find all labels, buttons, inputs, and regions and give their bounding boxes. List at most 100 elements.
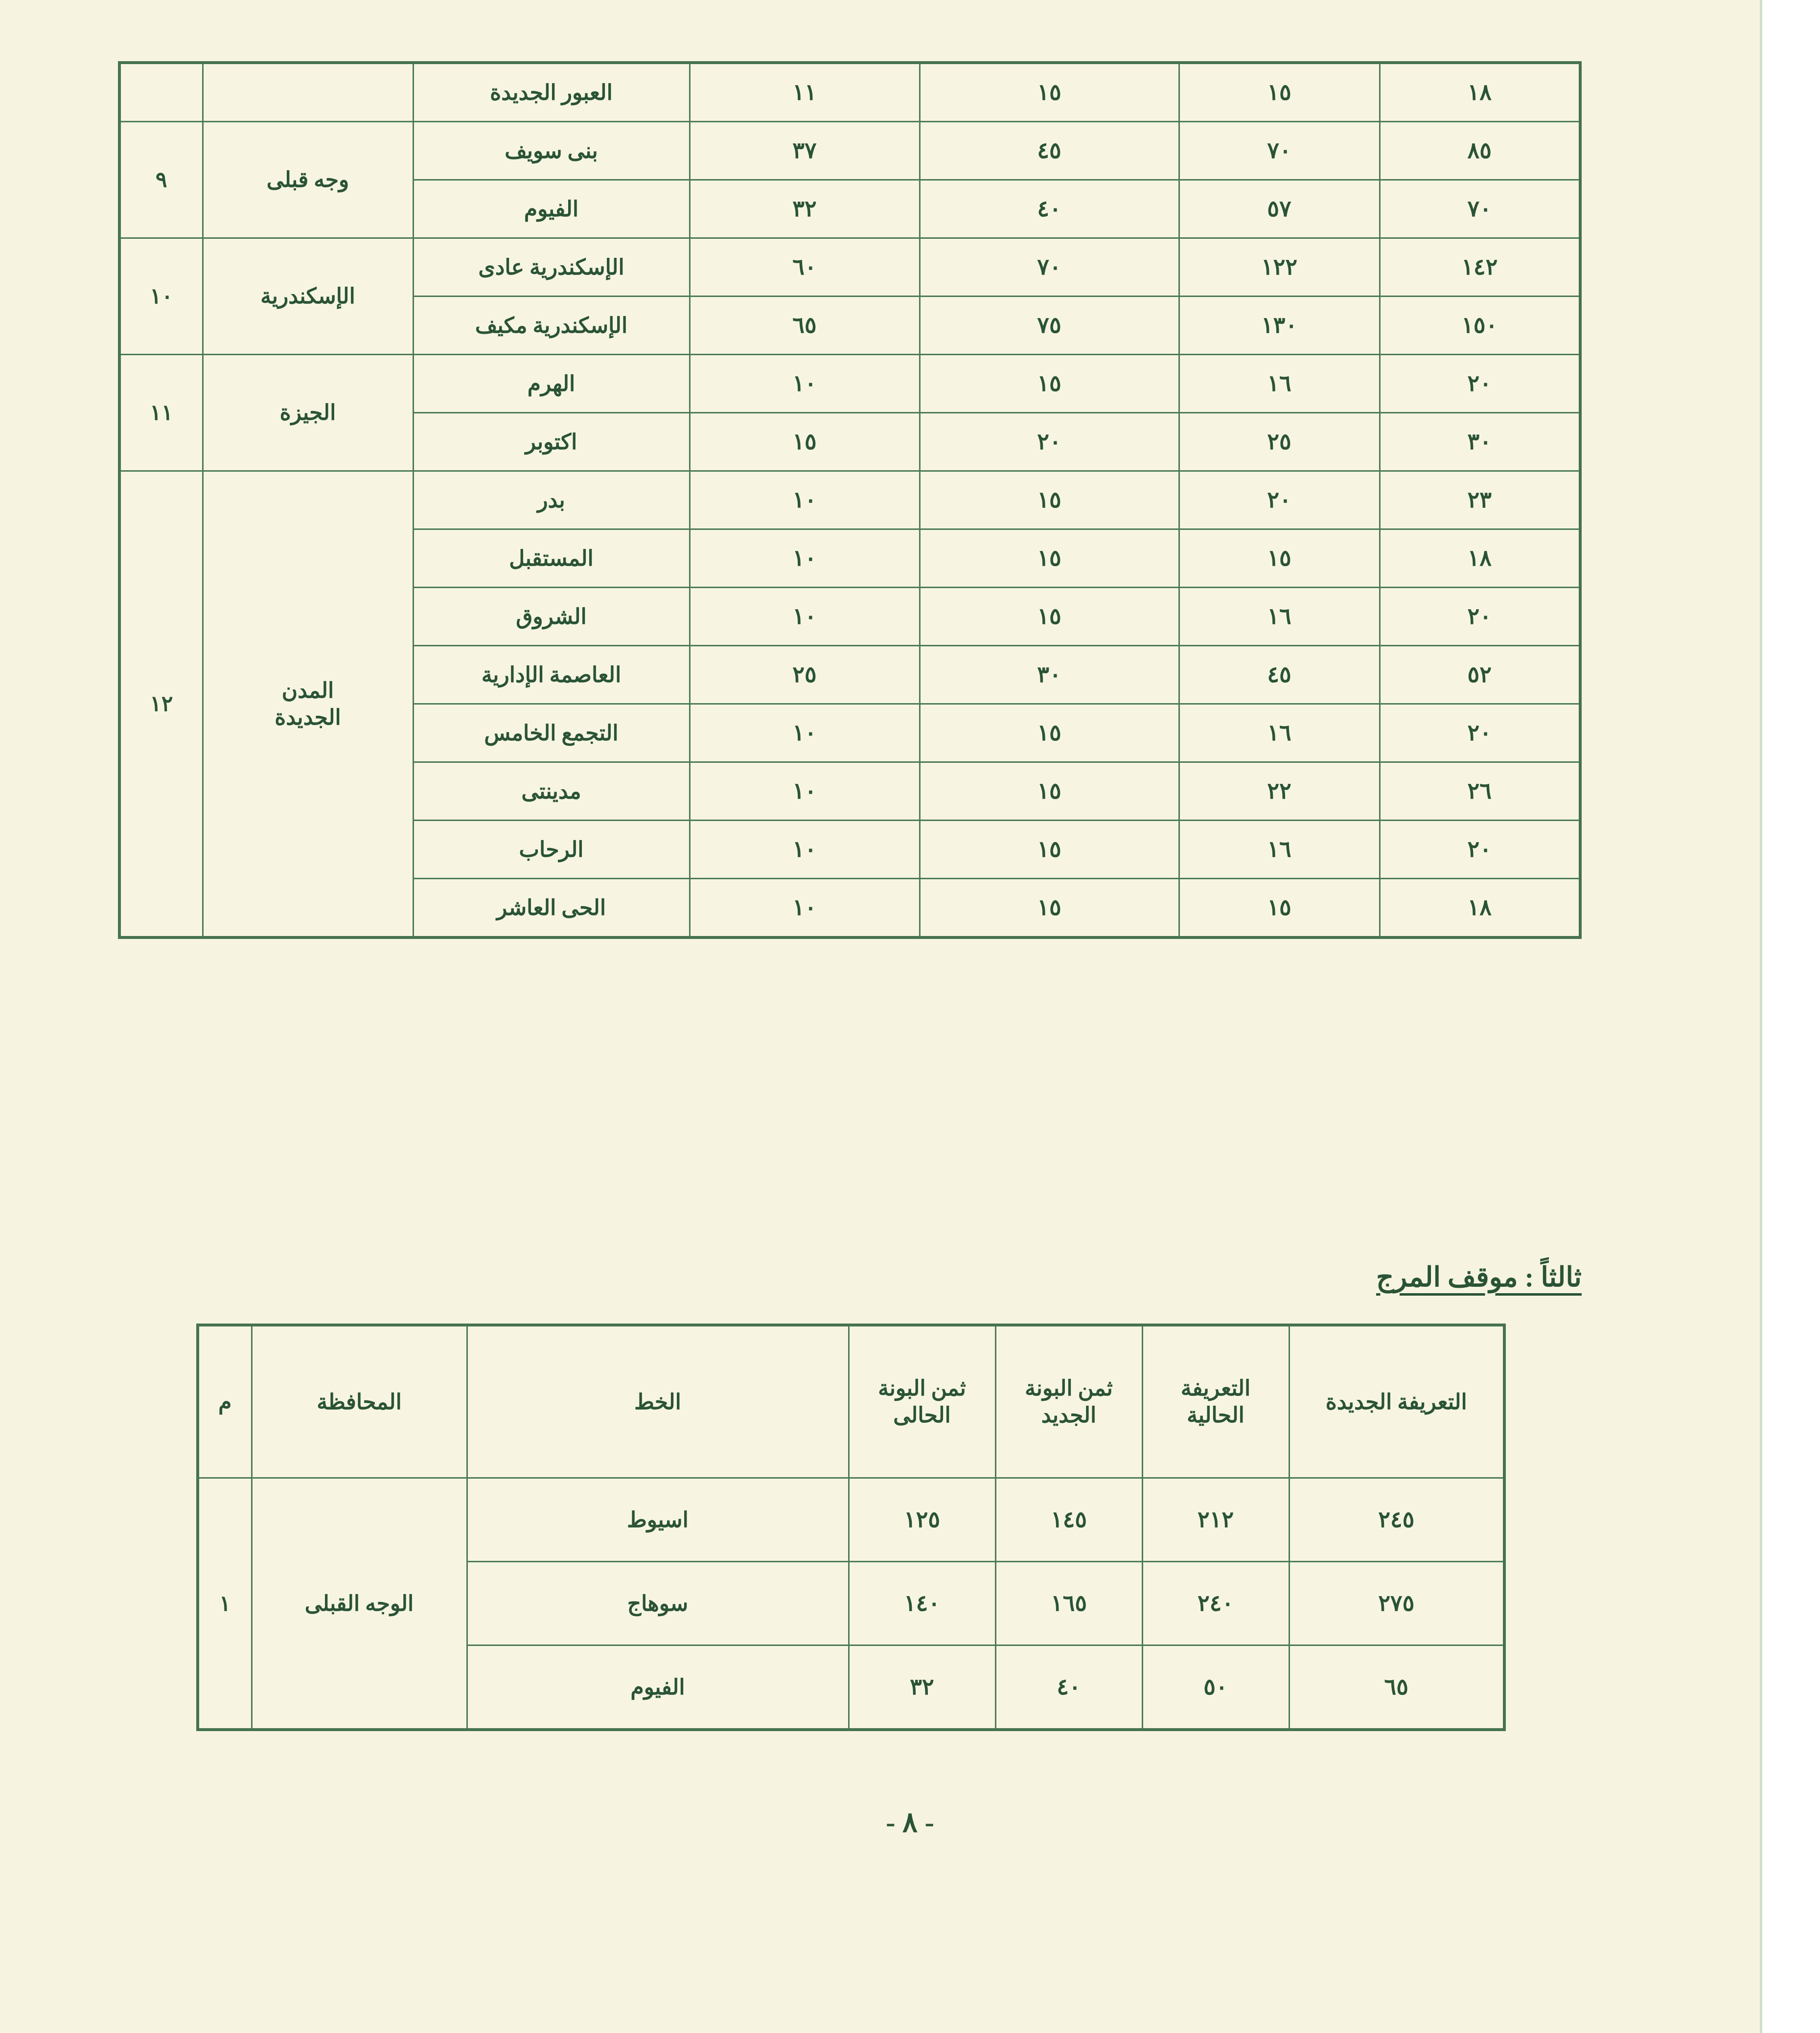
column-header: المحافظة — [251, 1324, 468, 1479]
cell-line-name: اكتوبر — [412, 412, 691, 472]
cell-tariff-current: ٢٢ — [1178, 761, 1381, 821]
table-row: ٣٠ ٢٥ ٢٠ ١٥ اكتوبر — [119, 412, 1581, 472]
cell-line-name: الإسكندرية مكيف — [412, 296, 691, 355]
cell-tariff-current: ١٦ — [1178, 703, 1381, 763]
cell-bona-new: ١٦٥ — [994, 1561, 1143, 1646]
column-header: التعريفة الحالية — [1141, 1324, 1290, 1479]
table-row: ١٨ ١٥ ١٥ ١١ العبور الجديدة — [118, 62, 1581, 122]
cell-bona-current: ١٢٥ — [848, 1477, 996, 1562]
cell-tariff-current: ٥٠ — [1141, 1645, 1290, 1731]
column-header: ثمن البونة الحالى — [848, 1324, 996, 1479]
cell-bona-new: ٧٥ — [919, 296, 1180, 355]
cell-row-index: ١٢ — [118, 470, 204, 938]
table-row: ٢٠ ١٦ ١٥ ١٠ التجمع الخامس — [119, 703, 1581, 763]
cell-bona-current: ٦٥ — [689, 296, 921, 355]
cell-tariff-current: ١٣٠ — [1178, 296, 1381, 355]
column-header: ثمن البونة الجديد — [994, 1324, 1143, 1479]
cell-line-name: الفيوم — [412, 179, 691, 239]
cell-tariff-new: ٢٠ — [1379, 587, 1581, 646]
cell-line-name: الحى العاشر — [412, 878, 691, 938]
table-row: ٢٤٥ ٢١٢ ١٤٥ ١٢٥ اسيوط الوجه القبلى ١ — [197, 1477, 1505, 1731]
cell-line-name: الفيوم — [466, 1645, 850, 1731]
cell-line-name: العبور الجديدة — [412, 62, 691, 122]
table-row: ٢٠ ١٦ ١٥ ١٠ الشروق — [119, 587, 1581, 646]
cell-tariff-current: ٢٤٠ — [1141, 1561, 1290, 1646]
cell-tariff-new: ٢٠ — [1379, 820, 1581, 879]
column-header: الخط — [466, 1324, 850, 1479]
cell-bona-current: ١٠ — [689, 587, 921, 646]
cell-line-name: بنى سويف — [412, 121, 691, 181]
cell-tariff-new: ٦٥ — [1288, 1645, 1505, 1731]
cell-bona-current: ١٠ — [689, 470, 921, 530]
cell-line-name: اسيوط — [466, 1477, 850, 1562]
cell-line-name: الرحاب — [412, 820, 691, 879]
cell-tariff-current: ٢٥ — [1178, 412, 1381, 472]
cell-tariff-new: ٢٠ — [1379, 354, 1581, 413]
cell-governorate: وجه قبلى — [202, 121, 414, 239]
marg-table: التعريفة الجديدة التعريفة الحالية ثمن البو… — [196, 1324, 1506, 1731]
cell-row-index: ١٠ — [118, 237, 204, 355]
scan-edge-margin — [1762, 0, 1820, 2033]
cell-bona-current: ١٠ — [689, 761, 921, 821]
governorates-table: ١٨ ١٥ ١٥ ١١ العبور الجديدة ٨٥ ٧٠ ٤٥ ٣٧ بنى سويف وج… — [118, 61, 1582, 939]
cell-governorate: الوجه القبلى — [251, 1477, 468, 1731]
cell-bona-new: ١٤٥ — [994, 1477, 1143, 1562]
cell-tariff-new: ١٨ — [1379, 62, 1581, 122]
cell-bona-current: ٣٧ — [689, 121, 921, 181]
cell-tariff-new: ٢٦ — [1379, 761, 1581, 821]
cell-bona-new: ١٥ — [919, 761, 1180, 821]
cell-governorate: الإسكندرية — [202, 237, 414, 355]
cell-bona-new: ١٥ — [919, 62, 1180, 122]
cell-bona-current: ١٠ — [689, 528, 921, 588]
table-row: ٨٥ ٧٠ ٤٥ ٣٧ بنى سويف وجه قبلى ٩ — [118, 121, 1581, 239]
cell-tariff-new: ١٨ — [1379, 528, 1581, 588]
cell-tariff-current: ١٦ — [1178, 820, 1381, 879]
cell-tariff-new: ١٤٢ — [1379, 237, 1581, 297]
cell-tariff-new: ٨٥ — [1379, 121, 1581, 181]
cell-row-index — [118, 62, 204, 122]
cell-tariff-new: ٢٧٥ — [1288, 1561, 1505, 1646]
cell-bona-current: ٦٠ — [689, 237, 921, 297]
column-header: م — [197, 1324, 253, 1479]
cell-bona-current: ٣٢ — [689, 179, 921, 239]
table-row: ٦٥ ٥٠ ٤٠ ٣٢ الفيوم — [198, 1645, 1505, 1731]
cell-bona-new: ٣٠ — [919, 645, 1180, 705]
table-row: ٢٠ ١٦ ١٥ ١٠ الرحاب — [119, 820, 1581, 879]
table-row: ٢٣ ٢٠ ١٥ ١٠ بدر المدن الجديدة ١٢ — [118, 470, 1581, 938]
cell-row-index: ٩ — [118, 121, 204, 239]
table-row: ١٤٢ ١٢٢ ٧٠ ٦٠ الإسكندرية عادى الإسكندرية ١٠ — [118, 237, 1581, 355]
cell-line-name: سوهاج — [466, 1561, 850, 1646]
cell-tariff-current: ٥٧ — [1178, 179, 1381, 239]
cell-line-name: المستقبل — [412, 528, 691, 588]
section-heading-marg: ثالثاً : موقف المرج — [1376, 1262, 1582, 1293]
cell-tariff-current: ٢١٢ — [1141, 1477, 1290, 1562]
cell-governorate: المدن الجديدة — [202, 470, 414, 938]
cell-bona-new: ١٥ — [919, 528, 1180, 588]
cell-tariff-current: ١٢٢ — [1178, 237, 1381, 297]
cell-bona-current: ١٠ — [689, 820, 921, 879]
cell-bona-current: ٢٥ — [689, 645, 921, 705]
cell-line-name: العاصمة الإدارية — [412, 645, 691, 705]
cell-line-name: مدينتى — [412, 761, 691, 821]
cell-tariff-new: ٥٢ — [1379, 645, 1581, 705]
cell-tariff-new: ٢٠ — [1379, 703, 1581, 763]
cell-line-name: التجمع الخامس — [412, 703, 691, 763]
cell-bona-current: ١٤٠ — [848, 1561, 996, 1646]
cell-tariff-new: ٣٠ — [1379, 412, 1581, 472]
cell-bona-new: ١٥ — [919, 470, 1180, 530]
table-row: ٢٠ ١٦ ١٥ ١٠ الهرم الجيزة ١١ — [118, 354, 1581, 472]
table-row: ١٨ ١٥ ١٥ ١٠ المستقبل — [119, 528, 1581, 588]
cell-line-name: الشروق — [412, 587, 691, 646]
table-row: ٢٧٥ ٢٤٠ ١٦٥ ١٤٠ سوهاج — [198, 1561, 1505, 1646]
cell-tariff-current: ١٦ — [1178, 354, 1381, 413]
cell-tariff-new: ٢٤٥ — [1288, 1477, 1505, 1562]
scan-edge-rule — [1760, 0, 1762, 2033]
cell-bona-new: ٢٠ — [919, 412, 1180, 472]
cell-bona-new: ١٥ — [919, 820, 1180, 879]
cell-row-index: ١ — [197, 1477, 253, 1731]
cell-bona-new: ٤٠ — [919, 179, 1180, 239]
cell-tariff-new: ١٥٠ — [1379, 296, 1581, 355]
cell-tariff-current: ١٥ — [1178, 62, 1381, 122]
cell-tariff-new: ١٨ — [1379, 878, 1581, 938]
